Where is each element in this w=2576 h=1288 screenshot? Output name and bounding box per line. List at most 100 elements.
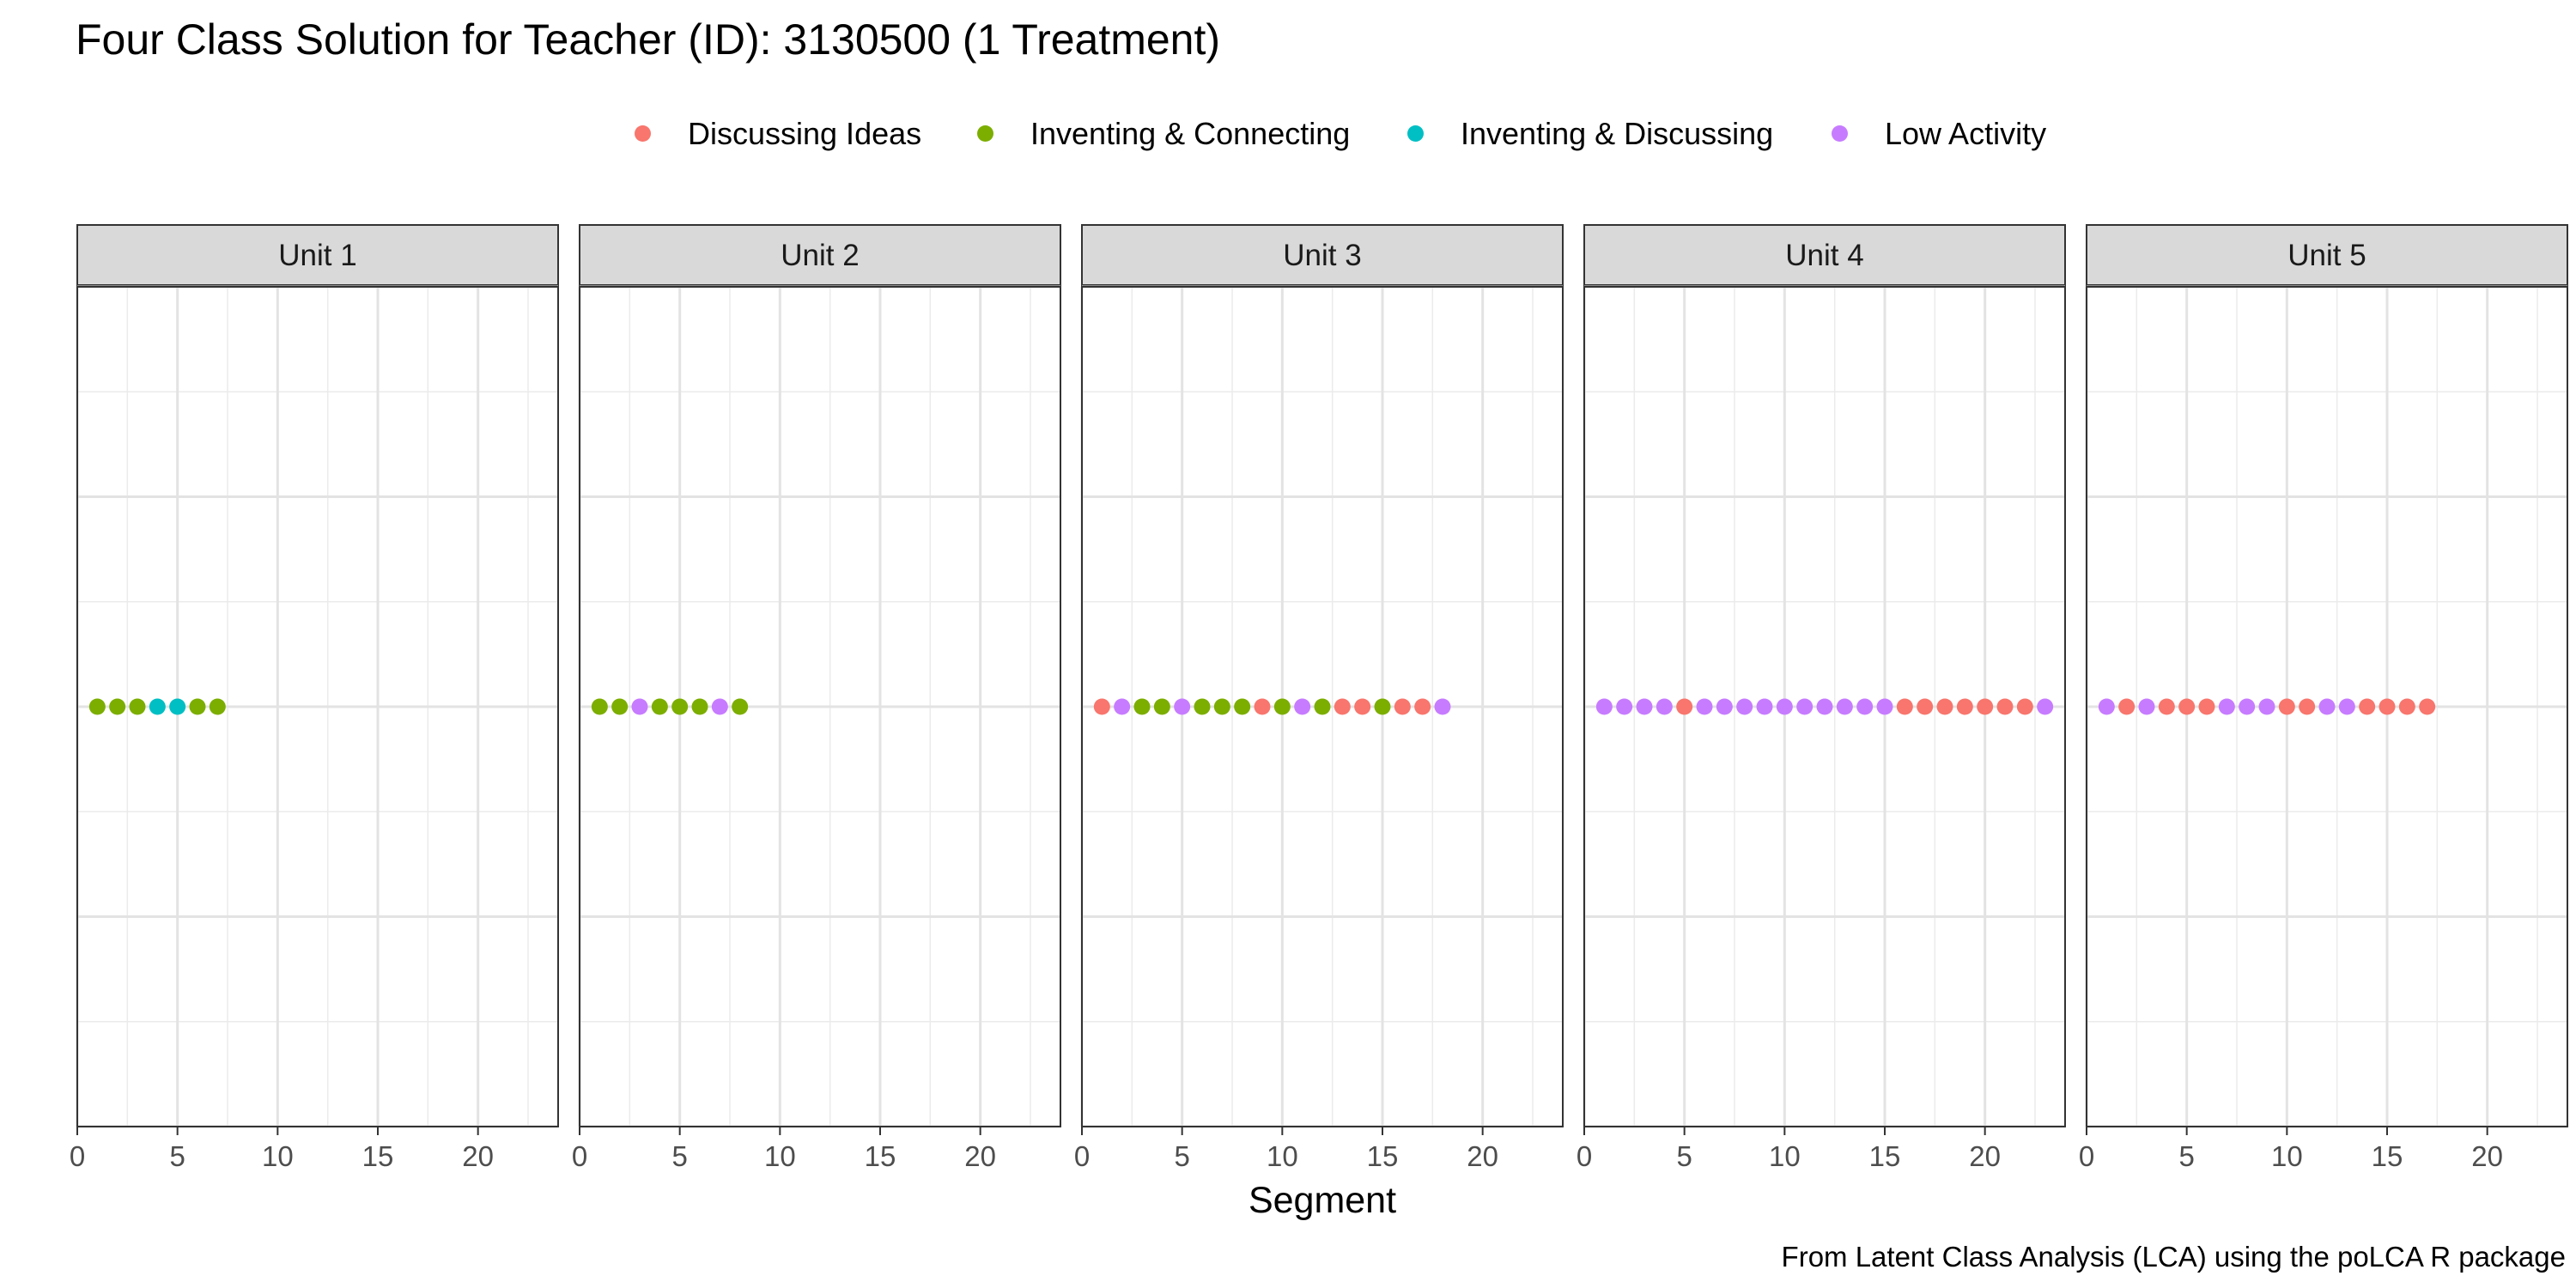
data-point-unit-5-segment-2 — [2118, 698, 2136, 715]
data-point-unit-5-segment-3 — [2138, 698, 2155, 715]
data-point-unit-2-segment-7 — [711, 698, 728, 715]
legend-label-inventing-connecting: Inventing & Connecting — [1030, 116, 1351, 151]
data-point-unit-4-segment-19 — [1956, 698, 1973, 715]
data-point-unit-4-segment-23 — [2037, 698, 2054, 715]
data-point-unit-3-segment-10 — [1273, 698, 1291, 715]
data-point-unit-5-segment-6 — [2198, 698, 2215, 715]
data-point-unit-4-segment-12 — [1816, 698, 1833, 715]
data-point-unit-2-segment-6 — [691, 698, 708, 715]
data-point-unit-1-segment-5 — [169, 698, 186, 715]
x-tick-label-unit-4-15: 15 — [1869, 1140, 1901, 1172]
data-point-unit-4-segment-18 — [1936, 698, 1953, 715]
data-point-unit-4-segment-9 — [1756, 698, 1773, 715]
data-point-unit-2-segment-8 — [732, 698, 749, 715]
data-point-unit-5-segment-9 — [2258, 698, 2275, 715]
data-point-unit-2-segment-4 — [651, 698, 668, 715]
data-point-unit-2-segment-5 — [671, 698, 689, 715]
x-tick-label-unit-4-20: 20 — [1969, 1140, 2001, 1172]
x-tick-label-unit-2-10: 10 — [764, 1140, 796, 1172]
data-point-unit-5-segment-13 — [2338, 698, 2355, 715]
data-point-unit-3-segment-15 — [1374, 698, 1391, 715]
data-point-unit-1-segment-1 — [88, 698, 106, 715]
data-point-unit-5-segment-16 — [2398, 698, 2415, 715]
data-point-unit-3-segment-14 — [1354, 698, 1371, 715]
data-point-unit-1-segment-7 — [209, 698, 226, 715]
data-point-unit-4-segment-20 — [1977, 698, 1994, 715]
data-point-unit-3-segment-3 — [1133, 698, 1151, 715]
data-point-unit-1-segment-4 — [149, 698, 166, 715]
strip-label-unit-5: Unit 5 — [2287, 239, 2366, 272]
x-tick-label-unit-5-20: 20 — [2471, 1140, 2503, 1172]
x-tick-label-unit-5-5: 5 — [2178, 1140, 2194, 1172]
data-point-unit-5-segment-11 — [2299, 698, 2316, 715]
data-point-unit-4-segment-7 — [1716, 698, 1733, 715]
data-point-unit-2-segment-3 — [631, 698, 648, 715]
data-point-unit-4-segment-15 — [1876, 698, 1893, 715]
data-point-unit-3-segment-12 — [1314, 698, 1331, 715]
x-tick-label-unit-1-15: 15 — [362, 1140, 394, 1172]
legend-label-low-activity: Low Activity — [1885, 116, 2047, 151]
strip-unit-3 — [1081, 224, 1564, 286]
panel-border-unit-3 — [1081, 286, 1564, 1127]
data-point-unit-4-segment-4 — [1656, 698, 1673, 715]
x-tick-label-unit-4-5: 5 — [1676, 1140, 1692, 1172]
data-point-unit-5-segment-5 — [2178, 698, 2196, 715]
strip-label-unit-2: Unit 2 — [781, 239, 859, 272]
data-point-unit-2-segment-1 — [591, 698, 608, 715]
x-tick-label-unit-3-20: 20 — [1467, 1140, 1498, 1172]
legend-dot-low-activity — [1832, 125, 1848, 142]
data-point-unit-2-segment-2 — [611, 698, 629, 715]
data-point-unit-3-segment-18 — [1434, 698, 1451, 715]
data-point-unit-4-segment-5 — [1676, 698, 1693, 715]
x-tick-label-unit-4-0: 0 — [1577, 1140, 1592, 1172]
strip-unit-1 — [76, 224, 559, 286]
data-point-unit-3-segment-5 — [1174, 698, 1191, 715]
x-tick-label-unit-3-10: 10 — [1267, 1140, 1298, 1172]
x-tick-label-unit-5-10: 10 — [2271, 1140, 2303, 1172]
x-tick-label-unit-4-10: 10 — [1769, 1140, 1801, 1172]
strip-unit-2 — [579, 224, 1061, 286]
x-tick-label-unit-2-0: 0 — [572, 1140, 587, 1172]
chart-title: Four Class Solution for Teacher (ID): 31… — [76, 15, 1221, 64]
data-point-unit-3-segment-1 — [1093, 698, 1110, 715]
data-point-unit-4-segment-13 — [1836, 698, 1853, 715]
strip-unit-5 — [2086, 224, 2568, 286]
legend-label-discussing-ideas: Discussing Ideas — [688, 116, 922, 151]
data-point-unit-4-segment-6 — [1696, 698, 1713, 715]
data-point-unit-4-segment-17 — [1917, 698, 1934, 715]
data-point-unit-5-segment-10 — [2278, 698, 2295, 715]
x-tick-label-unit-2-5: 5 — [671, 1140, 687, 1172]
data-point-unit-5-segment-4 — [2158, 698, 2175, 715]
x-tick-label-unit-5-15: 15 — [2372, 1140, 2403, 1172]
data-point-unit-5-segment-1 — [2098, 698, 2115, 715]
data-point-unit-5-segment-14 — [2359, 698, 2376, 715]
data-point-unit-3-segment-6 — [1194, 698, 1211, 715]
x-tick-label-unit-3-15: 15 — [1367, 1140, 1399, 1172]
legend: Discussing Ideas Inventing & Connecting … — [0, 110, 2576, 158]
data-point-unit-1-segment-2 — [109, 698, 126, 715]
data-point-unit-3-segment-9 — [1254, 698, 1271, 715]
data-point-unit-4-segment-2 — [1616, 698, 1633, 715]
data-point-unit-4-segment-21 — [1996, 698, 2014, 715]
legend-dot-inventing-discussing — [1407, 125, 1424, 142]
data-point-unit-3-segment-4 — [1153, 698, 1170, 715]
data-point-unit-4-segment-10 — [1776, 698, 1793, 715]
x-tick-label-unit-3-5: 5 — [1174, 1140, 1189, 1172]
data-point-unit-5-segment-7 — [2218, 698, 2235, 715]
data-point-unit-4-segment-11 — [1796, 698, 1814, 715]
data-point-unit-3-segment-17 — [1414, 698, 1431, 715]
data-point-unit-5-segment-12 — [2318, 698, 2336, 715]
data-point-unit-3-segment-8 — [1234, 698, 1251, 715]
data-point-unit-3-segment-11 — [1294, 698, 1311, 715]
panel-border-unit-5 — [2086, 286, 2568, 1127]
x-axis-title: Segment — [1249, 1180, 1396, 1221]
x-tick-label-unit-1-10: 10 — [262, 1140, 294, 1172]
data-point-unit-1-segment-6 — [189, 698, 206, 715]
data-point-unit-5-segment-15 — [2379, 698, 2396, 715]
x-tick-label-unit-1-0: 0 — [70, 1140, 85, 1172]
x-tick-label-unit-2-20: 20 — [964, 1140, 996, 1172]
data-point-unit-4-segment-8 — [1736, 698, 1753, 715]
data-point-unit-5-segment-8 — [2239, 698, 2256, 715]
data-point-unit-4-segment-22 — [2016, 698, 2033, 715]
